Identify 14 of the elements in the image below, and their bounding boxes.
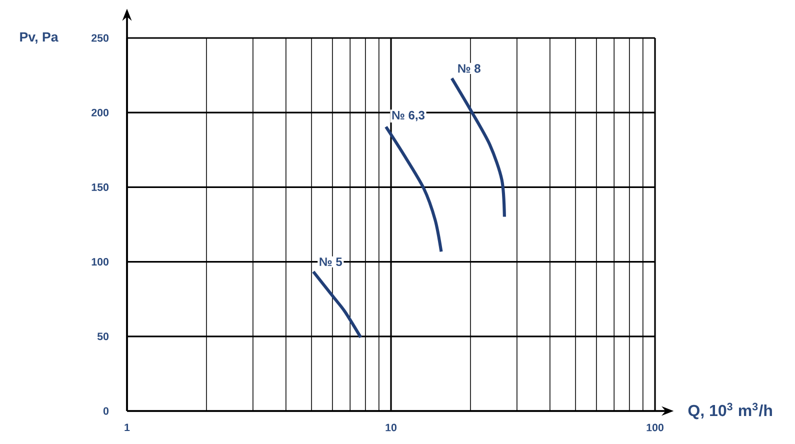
y-tick-label: 50 <box>97 332 109 340</box>
x-tick-label: 1 <box>124 424 130 432</box>
series-label: № 8 <box>458 64 480 73</box>
y-tick-label: 250 <box>92 34 109 42</box>
y-tick-label: 100 <box>92 258 109 266</box>
x-axis-title: Q, 10$^{3}$ m$^{3}$/h <box>688 402 772 420</box>
y-tick-label: 0 <box>103 407 109 415</box>
y-axis-title: Pv, Pa <box>20 32 58 44</box>
series-label: № 6,3 <box>392 110 425 122</box>
x-tick-label: 10 <box>386 424 397 432</box>
x-tick-label: 100 <box>646 424 664 432</box>
y-tick-label: 150 <box>92 183 109 191</box>
y-tick-label: 200 <box>92 108 109 116</box>
series-label: № 5 <box>320 258 342 266</box>
